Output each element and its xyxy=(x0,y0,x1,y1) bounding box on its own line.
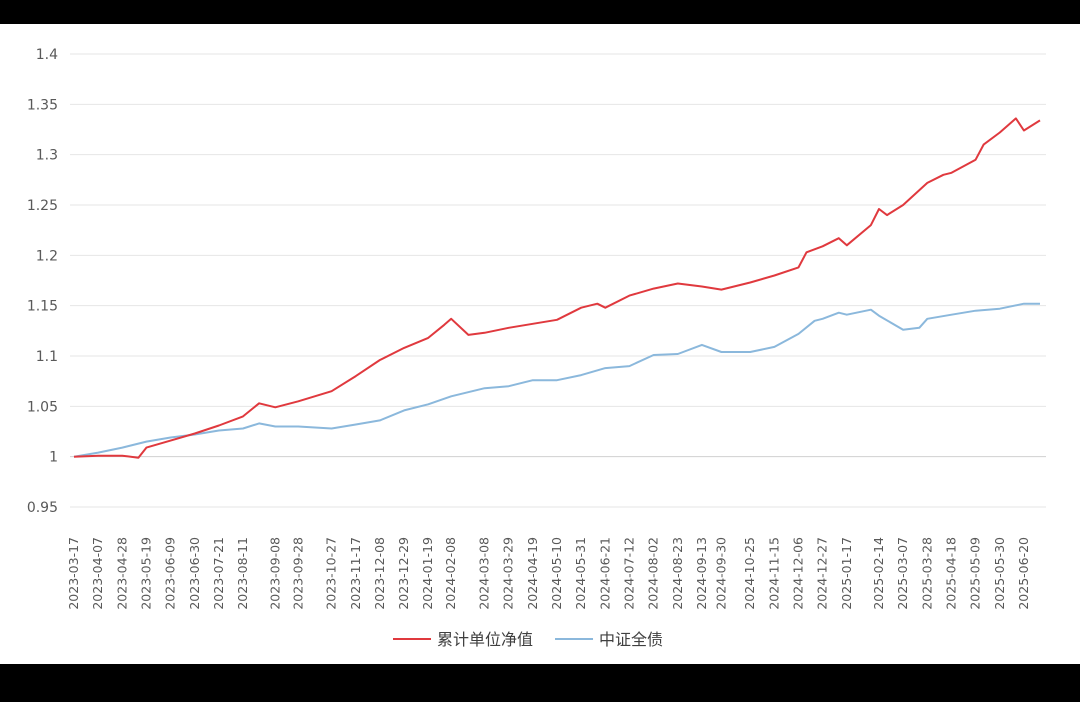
x-tick-label: 2023-12-08 xyxy=(372,537,387,610)
x-tick-label: 2025-01-17 xyxy=(839,537,854,610)
series-line-0 xyxy=(73,117,1041,459)
x-tick-label: 2024-03-08 xyxy=(477,537,492,610)
x-tick-label: 2023-04-28 xyxy=(114,537,129,610)
x-tick-label: 2024-06-21 xyxy=(597,537,612,610)
legend-label-1: 中证全债 xyxy=(599,630,663,649)
x-tick-label: 2024-09-13 xyxy=(694,537,709,610)
chart-frame: 0.95 1 1.05 1.1 1.15 1.2 1.25 1.3 1.35 1.4 2023-0… xyxy=(0,24,1080,664)
x-tick-label: 2023-06-09 xyxy=(163,537,178,610)
x-tick-label: 2024-12-06 xyxy=(791,537,806,610)
y-tick-label: 1.1 xyxy=(36,349,58,365)
x-tick-label: 2025-03-07 xyxy=(895,537,910,610)
x-tick-label: 2023-10-27 xyxy=(324,537,339,610)
y-tick-label: 1.2 xyxy=(36,248,58,264)
y-tick-label: 1.3 xyxy=(36,148,58,164)
line-chart: 0.95 1 1.05 1.1 1.15 1.2 1.25 1.3 1.35 1.4 2023-0… xyxy=(27,47,1046,649)
x-tick-label: 2023-11-17 xyxy=(348,537,363,610)
x-tick-label: 2023-03-17 xyxy=(66,537,81,610)
y-axis-ticks: 0.95 1 1.05 1.1 1.15 1.2 1.25 1.3 1.35 1.4 xyxy=(27,47,58,516)
series-lines xyxy=(73,117,1041,459)
y-tick-label: 1.05 xyxy=(27,399,58,415)
x-tick-label: 2025-04-18 xyxy=(943,537,958,610)
x-tick-label: 2023-09-08 xyxy=(267,537,282,610)
x-tick-label: 2024-05-10 xyxy=(549,537,564,610)
series-line-1 xyxy=(73,302,1040,458)
x-tick-label: 2023-04-07 xyxy=(90,537,105,610)
x-tick-label: 2024-07-12 xyxy=(621,537,636,610)
x-tick-label: 2024-08-23 xyxy=(670,537,685,610)
x-tick-label: 2023-05-19 xyxy=(138,537,153,610)
x-tick-label: 2025-03-28 xyxy=(919,537,934,610)
gridlines xyxy=(70,53,1046,508)
x-tick-label: 2024-08-02 xyxy=(646,537,661,610)
x-tick-label: 2024-10-25 xyxy=(742,537,757,610)
x-tick-label: 2025-05-30 xyxy=(992,537,1007,610)
x-tick-label: 2025-02-14 xyxy=(871,537,886,610)
x-tick-label: 2023-07-21 xyxy=(211,537,226,610)
y-tick-label: 0.95 xyxy=(27,500,58,516)
y-tick-label: 1.25 xyxy=(27,198,58,214)
legend-label-0: 累计单位净值 xyxy=(437,630,533,649)
x-tick-label: 2023-06-30 xyxy=(187,537,202,610)
x-tick-label: 2025-06-20 xyxy=(1016,537,1031,610)
y-tick-label: 1 xyxy=(49,450,58,466)
x-axis-ticks: 2023-03-17 2023-04-07 2023-04-28 2023-05-19… xyxy=(66,537,1031,610)
x-tick-label: 2024-02-08 xyxy=(443,537,458,610)
legend: 累计单位净值 中证全债 xyxy=(393,630,663,649)
x-tick-label: 2024-11-15 xyxy=(766,537,781,610)
y-tick-label: 1.15 xyxy=(27,299,58,315)
x-tick-label: 2023-08-11 xyxy=(235,537,250,610)
x-tick-label: 2024-03-29 xyxy=(501,537,516,610)
x-tick-label: 2024-09-30 xyxy=(713,537,728,610)
y-tick-label: 1.4 xyxy=(36,47,58,63)
x-tick-label: 2023-09-28 xyxy=(290,537,305,610)
x-tick-label: 2024-12-27 xyxy=(815,537,830,610)
x-tick-label: 2024-05-31 xyxy=(573,537,588,610)
x-tick-label: 2025-05-09 xyxy=(968,537,983,610)
y-tick-label: 1.35 xyxy=(27,97,58,113)
x-tick-label: 2023-12-29 xyxy=(396,537,411,610)
x-tick-label: 2024-01-19 xyxy=(420,537,435,610)
x-tick-label: 2024-04-19 xyxy=(525,537,540,610)
